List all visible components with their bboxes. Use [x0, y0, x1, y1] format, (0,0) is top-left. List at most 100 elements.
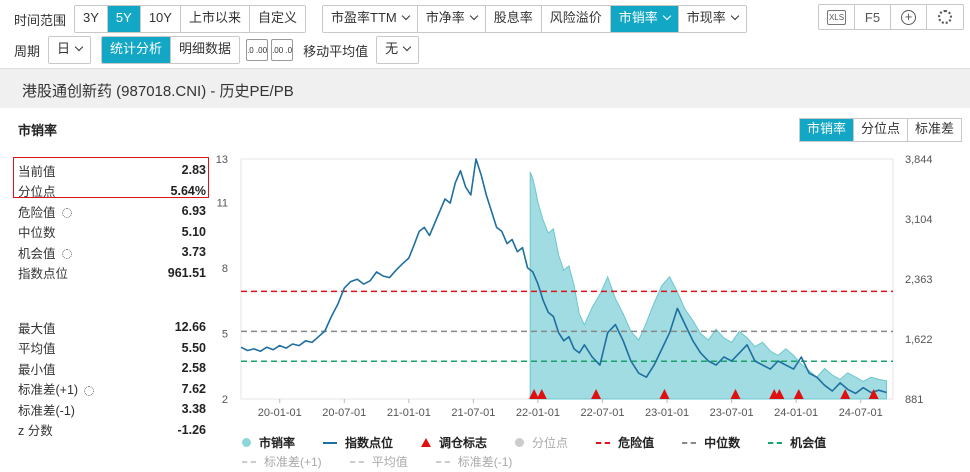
legend-ps-swatch	[242, 438, 251, 447]
highlight-box	[13, 157, 209, 198]
legend-median[interactable]: 中位数	[682, 434, 740, 451]
stat-label-text: 最大值	[18, 321, 56, 336]
legend-std-minus-label: 标准差(-1)	[457, 455, 513, 469]
legend-opportunity-label: 机会值	[790, 436, 827, 450]
legend-index-swatch	[323, 441, 338, 444]
stats-top: 当前值 2.83 分位点 5.64% 危险值 6.93 中位数 5.10 机会值 3.73 指数点位…	[14, 160, 210, 283]
legend-mean[interactable]: 平均值	[349, 453, 408, 470]
stat-value: 2.58	[181, 361, 206, 376]
decrease-decimals-button[interactable]: .00 .0	[271, 39, 294, 61]
plus-circle-icon: +	[901, 9, 916, 25]
x-tick-label: 21-07-01	[451, 407, 495, 419]
period-value: 日	[57, 41, 71, 56]
stat-value: -1.26	[177, 422, 207, 437]
legend-std-plus[interactable]: 标准差(+1)	[242, 453, 322, 470]
range-since-listing-button[interactable]: 上市以来	[180, 6, 250, 32]
legend-mean-swatch	[349, 460, 364, 463]
range-10y-button[interactable]: 10Y	[140, 6, 181, 32]
moving-average-value[interactable]: 无	[377, 37, 419, 63]
gear-icon[interactable]	[84, 385, 95, 396]
xls-export-button[interactable]: XLS	[819, 5, 855, 29]
rebalance-marker	[536, 389, 547, 399]
stat-label: 标准差(-1)	[18, 400, 75, 419]
legend-std-minus[interactable]: 标准差(-1)	[435, 453, 513, 470]
legend-opportunity-swatch	[768, 441, 783, 444]
mode-ps-button[interactable]: 市销率	[799, 119, 854, 141]
x-tick-label: 24-01-01	[774, 407, 818, 419]
metric-dividend-button[interactable]: 股息率	[485, 6, 542, 32]
ps-area-series	[529, 171, 888, 400]
gear-icon[interactable]	[61, 249, 72, 260]
time-range-label: 时间范围	[14, 12, 67, 28]
stats-bottom: 最大值 12.66 平均值 5.50 最小值 2.58 标准差(+1) 7.62 标准差(-1)…	[14, 317, 210, 440]
stat-row: 当前值 2.83	[14, 160, 210, 181]
range-3y-button[interactable]: 3Y	[75, 6, 108, 32]
legend-percentile-swatch	[515, 438, 525, 447]
mode-percentile-button[interactable]: 分位点	[853, 119, 908, 141]
y-left-tick-label: 2	[222, 394, 228, 406]
legend-index[interactable]: 指数点位	[323, 434, 393, 451]
legend-danger[interactable]: 危险值	[596, 434, 654, 451]
increase-decimals-button[interactable]: .0 .00	[246, 39, 269, 61]
add-button[interactable]: +	[891, 5, 927, 29]
mode-stddev-button[interactable]: 标准差	[907, 119, 961, 141]
x-tick-label: 23-07-01	[710, 407, 754, 419]
legend-opportunity[interactable]: 机会值	[768, 434, 826, 451]
stat-value: 2.83	[181, 163, 206, 178]
settings-button[interactable]	[927, 5, 963, 29]
stat-row: 标准差(-1) 3.38	[14, 399, 210, 420]
metric-pcf-button[interactable]: 市现率	[678, 6, 746, 32]
legend-percentile[interactable]: 分位点	[515, 434, 568, 451]
tab-details[interactable]: 明细数据	[171, 37, 240, 63]
triangle-icon	[421, 438, 432, 447]
stat-label: 当前值	[18, 161, 56, 180]
view-tabs: 统计分析 明细数据	[101, 36, 241, 64]
stat-label: 分位点	[18, 181, 56, 200]
legend-median-label: 中位数	[704, 436, 741, 450]
gear-icon[interactable]	[61, 208, 72, 219]
period-label: 周期	[14, 43, 41, 59]
rebalance-marker	[730, 389, 741, 399]
tab-statistics[interactable]: 统计分析	[102, 37, 172, 63]
stat-label-text: 标准差(+1)	[18, 383, 79, 398]
stat-value: 961.51	[167, 265, 206, 280]
range-custom-button[interactable]: 自定义	[249, 6, 305, 32]
legend-std-plus-swatch	[242, 460, 256, 463]
stat-label: 中位数	[18, 222, 56, 241]
stat-value: 5.50	[181, 340, 206, 355]
stat-value: 5.64%	[170, 183, 206, 198]
rebalance-marker	[840, 389, 851, 399]
legend-median-swatch	[682, 441, 697, 444]
stat-label: z 分数	[18, 420, 53, 439]
stat-label-text: 指数点位	[18, 267, 69, 282]
y-right-tick-label: 1,622	[905, 334, 933, 346]
legend-ps[interactable]: 市销率	[242, 434, 295, 451]
moving-average-label: 移动平均值	[303, 43, 369, 59]
page-title: 港股通创新药 (987018.CNI) - 历史PE/PB	[22, 83, 294, 100]
y-left-tick-label: 5	[222, 329, 228, 341]
x-tick-label: 23-01-01	[645, 407, 689, 419]
y-right-tick-label: 2,363	[905, 274, 933, 286]
metric-risk-premium-button[interactable]: 风险溢价	[541, 6, 611, 32]
stat-row: 危险值 6.93	[14, 201, 210, 222]
period-select-value[interactable]: 日	[49, 37, 91, 63]
range-5y-button[interactable]: 5Y	[107, 6, 141, 32]
metric-pb-label: 市净率	[425, 10, 465, 25]
period-select[interactable]: 日	[48, 36, 92, 64]
x-tick-label: 22-07-01	[580, 407, 624, 419]
f5-refresh-button[interactable]: F5	[855, 5, 891, 29]
moving-average-select[interactable]: 无	[376, 36, 420, 64]
x-tick-label: 21-01-01	[387, 407, 431, 419]
stat-label: 最小值	[18, 359, 56, 378]
metric-ps-button[interactable]: 市销率	[610, 6, 679, 32]
x-tick-label: 20-07-01	[322, 407, 366, 419]
stat-label-text: 机会值	[18, 246, 56, 261]
stat-row: 标准差(+1) 7.62	[14, 379, 210, 400]
stat-label: 最大值	[18, 318, 56, 337]
legend-rebalance[interactable]: 调仓标志	[421, 434, 487, 451]
metric-pcf-label: 市现率	[686, 10, 726, 25]
stat-row: 指数点位 961.51	[14, 263, 210, 284]
stat-label-text: z 分数	[18, 424, 53, 439]
metric-pe-ttm-button[interactable]: 市盈率TTM	[323, 6, 418, 32]
metric-pb-button[interactable]: 市净率	[417, 6, 486, 32]
